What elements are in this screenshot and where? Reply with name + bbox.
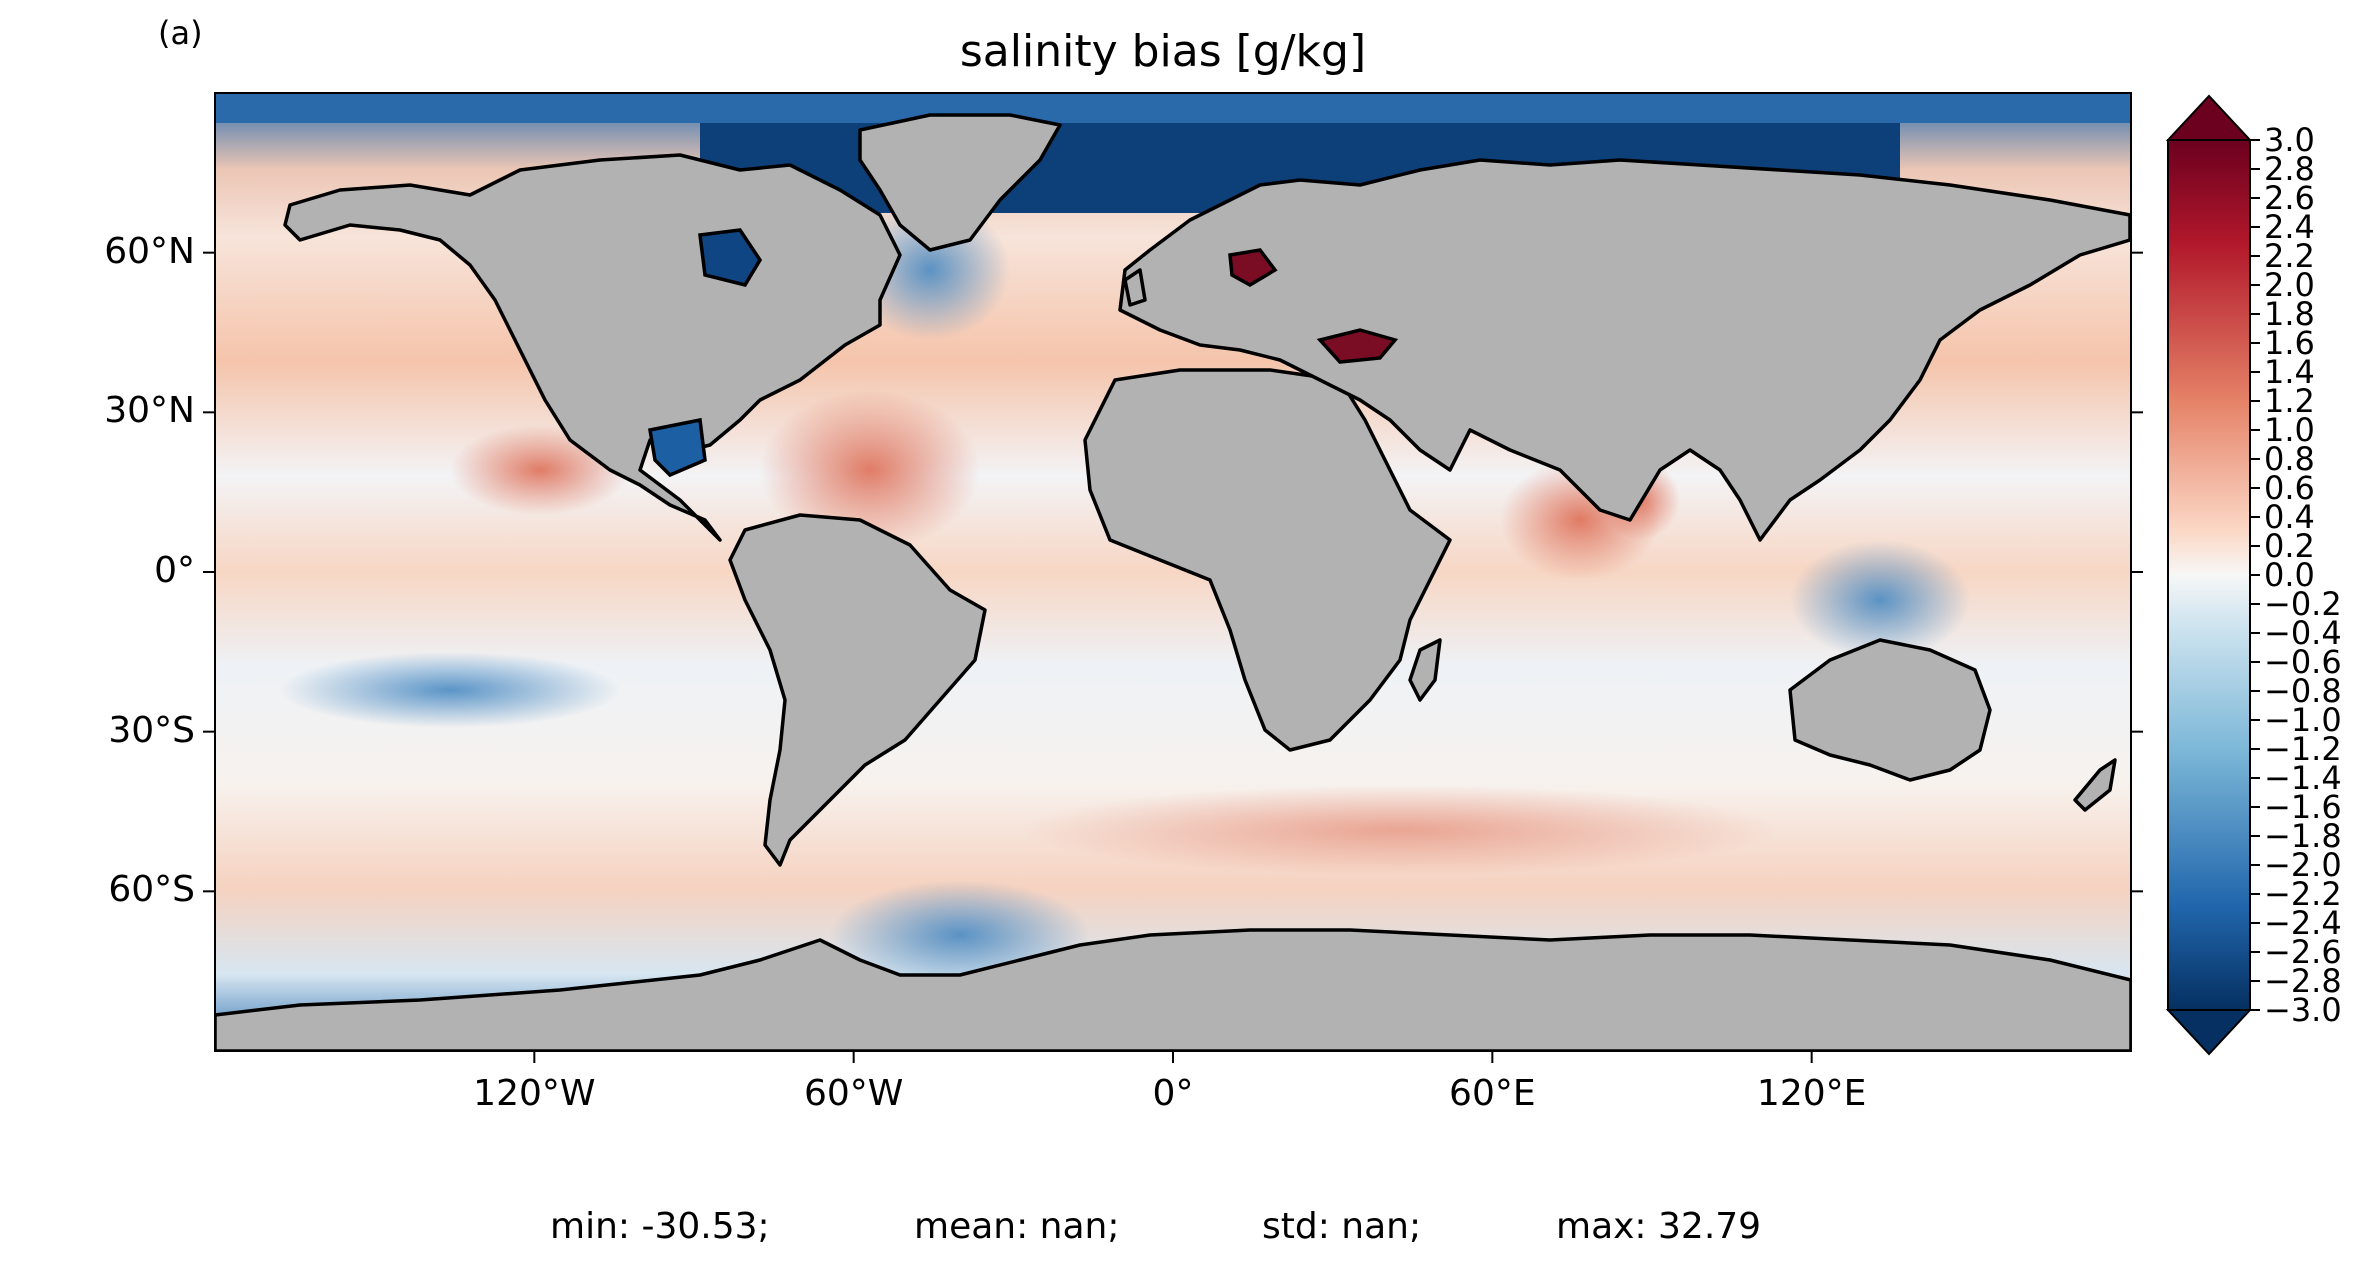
colorbar-tick-label: −2.0 bbox=[2264, 846, 2342, 884]
colorbar-tick-label: 2.0 bbox=[2264, 266, 2315, 304]
colorbar-tick-label: −2.4 bbox=[2264, 904, 2342, 942]
antarctica-land bbox=[215, 928, 2131, 1051]
colorbar-tick-label: −2.8 bbox=[2264, 962, 2342, 1000]
colorbar-tick-label: 2.2 bbox=[2264, 237, 2315, 275]
lat-tick-label: 60°S bbox=[108, 869, 195, 911]
south-pacific-fresh-anomaly bbox=[280, 652, 620, 728]
lat-tick-label: 30°N bbox=[104, 390, 195, 432]
colorbar-tick-label: 0.2 bbox=[2264, 527, 2315, 565]
colorbar-tick-label: 1.4 bbox=[2264, 353, 2315, 391]
australia-land bbox=[1788, 638, 1992, 782]
south-america-land bbox=[728, 513, 987, 867]
lat-tick-label: 30°S bbox=[108, 709, 195, 751]
colorbar bbox=[2165, 94, 2260, 1056]
map-panel bbox=[215, 93, 2131, 1051]
lat-tick-label: 0° bbox=[154, 550, 195, 591]
colorbar-tick-label: 2.6 bbox=[2264, 179, 2315, 217]
lon-tick-label: 0° bbox=[1152, 1073, 1194, 1114]
colorbar-ticks bbox=[2250, 139, 2260, 1011]
colorbar-tick-label: −0.6 bbox=[2264, 643, 2342, 681]
atlantic-salty-anomaly bbox=[760, 390, 980, 550]
panel-label: (a) bbox=[158, 14, 203, 52]
lon-tick-label: 60°W bbox=[803, 1073, 904, 1114]
colorbar-tick-label: −1.6 bbox=[2264, 788, 2342, 826]
colorbar-tick-label: −0.8 bbox=[2264, 672, 2342, 710]
greenland-land bbox=[858, 113, 1062, 252]
southern-ocean-salty-anomaly bbox=[1020, 785, 1780, 875]
colorbar-tick-label: 3.0 bbox=[2264, 121, 2315, 159]
colorbar-extend-high bbox=[2165, 94, 2253, 141]
colorbar-tick-label: 1.8 bbox=[2264, 295, 2315, 333]
africa-land bbox=[1083, 368, 1452, 752]
colorbar-tick-label: 0.4 bbox=[2264, 498, 2315, 536]
colorbar-tick-label: −1.0 bbox=[2264, 701, 2342, 739]
colorbar-tick-label: −2.6 bbox=[2264, 933, 2342, 971]
madagascar-land bbox=[1408, 638, 1442, 702]
latitude-ticks bbox=[203, 251, 2143, 893]
colorbar-tick-label: −3.0 bbox=[2264, 991, 2342, 1029]
lat-tick-label: 60°N bbox=[104, 230, 195, 272]
lon-tick-label: 60°E bbox=[1449, 1073, 1536, 1114]
longitude-ticks bbox=[533, 1051, 1813, 1063]
colorbar-tick-label: −1.8 bbox=[2264, 817, 2342, 855]
hudson-bay-fresh bbox=[698, 228, 763, 288]
gulf-of-mexico-fresh bbox=[647, 417, 707, 478]
colorbar-tick-label: −1.2 bbox=[2264, 730, 2342, 768]
colorbar-tick-label: 0.6 bbox=[2264, 469, 2315, 507]
colorbar-tick-label: −1.4 bbox=[2264, 759, 2342, 797]
colorbar-gradient bbox=[2167, 139, 2251, 1011]
colorbar-tick-label: 1.6 bbox=[2264, 324, 2315, 362]
stat-min: min: -30.53; bbox=[550, 1206, 770, 1247]
north-polar-band bbox=[215, 93, 2131, 123]
stat-max: max: 32.79 bbox=[1556, 1206, 1762, 1247]
lon-tick-label: 120°W bbox=[473, 1073, 596, 1114]
colorbar-tick-label: 0.0 bbox=[2264, 556, 2315, 594]
map-title: salinity bias [g/kg] bbox=[959, 26, 1367, 77]
colorbar-tick-label: −2.2 bbox=[2264, 875, 2342, 913]
inland-seas bbox=[647, 228, 1399, 478]
indo-pacific-fresh-anomaly bbox=[1790, 540, 1970, 660]
colorbar-tick-label: −0.2 bbox=[2264, 585, 2342, 623]
stat-mean: mean: nan; bbox=[914, 1206, 1120, 1247]
colorbar-tick-label: 0.8 bbox=[2264, 440, 2315, 478]
new-zealand-land bbox=[2073, 758, 2117, 812]
colorbar-tick-label: 2.8 bbox=[2264, 150, 2315, 188]
colorbar-tick-label: 1.2 bbox=[2264, 382, 2315, 420]
british-isles-land bbox=[1123, 268, 1147, 307]
colorbar-extend-low bbox=[2165, 1009, 2253, 1056]
lon-tick-label: 120°E bbox=[1756, 1073, 1867, 1114]
black-sea-salty bbox=[1316, 328, 1399, 364]
eurasia-land bbox=[1118, 158, 2131, 542]
colorbar-tick-label: 1.0 bbox=[2264, 411, 2315, 449]
baltic-salty bbox=[1228, 248, 1278, 288]
colorbar-tick-label: 2.4 bbox=[2264, 208, 2315, 246]
colorbar-tick-label: −0.4 bbox=[2264, 614, 2342, 652]
stat-std: std: nan; bbox=[1262, 1206, 1422, 1247]
